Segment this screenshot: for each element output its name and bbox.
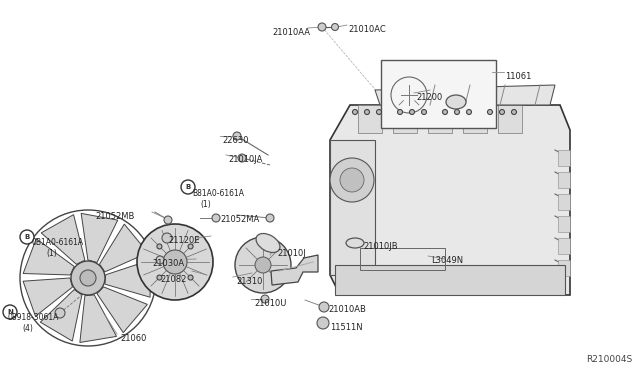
Polygon shape	[271, 255, 318, 285]
Text: 21052MA: 21052MA	[220, 215, 259, 224]
Circle shape	[80, 270, 96, 286]
Circle shape	[318, 23, 326, 31]
Bar	[558, 216, 570, 232]
Bar	[498, 105, 522, 133]
Circle shape	[488, 109, 493, 115]
Text: (1): (1)	[200, 200, 211, 209]
Text: B81A0-6161A: B81A0-6161A	[192, 189, 244, 198]
Text: 21120E: 21120E	[168, 236, 200, 245]
Circle shape	[188, 244, 193, 249]
Text: R210004S: R210004S	[586, 355, 632, 364]
Polygon shape	[105, 260, 150, 297]
Text: 11511N: 11511N	[330, 323, 363, 332]
Circle shape	[330, 158, 374, 202]
Circle shape	[235, 237, 291, 293]
Text: 21060: 21060	[120, 334, 147, 343]
Circle shape	[365, 109, 369, 115]
Polygon shape	[81, 214, 118, 262]
Bar	[330, 140, 375, 275]
Circle shape	[397, 109, 403, 115]
Circle shape	[233, 132, 241, 140]
Circle shape	[156, 256, 164, 264]
Text: 21052MB: 21052MB	[95, 212, 134, 221]
Bar	[558, 260, 570, 276]
Circle shape	[162, 233, 172, 243]
Text: 21010AB: 21010AB	[328, 305, 366, 314]
Polygon shape	[80, 295, 116, 343]
Ellipse shape	[446, 95, 466, 109]
Polygon shape	[99, 224, 148, 272]
Circle shape	[163, 250, 187, 274]
Circle shape	[181, 180, 195, 194]
Bar	[428, 105, 452, 133]
Text: 21200: 21200	[416, 93, 442, 102]
Circle shape	[212, 214, 220, 222]
Polygon shape	[23, 239, 74, 275]
Text: (1): (1)	[46, 249, 57, 258]
Bar	[558, 172, 570, 188]
Circle shape	[164, 216, 172, 224]
Circle shape	[454, 109, 460, 115]
Bar	[558, 194, 570, 210]
Polygon shape	[41, 215, 85, 264]
Polygon shape	[375, 85, 555, 105]
Circle shape	[238, 154, 246, 162]
Text: 21010JA: 21010JA	[228, 155, 262, 164]
Bar	[381, 60, 496, 128]
Text: L3049N: L3049N	[431, 256, 463, 265]
Text: B: B	[24, 234, 29, 240]
Circle shape	[255, 257, 271, 273]
Text: B: B	[186, 184, 191, 190]
Circle shape	[20, 230, 34, 244]
Text: 21010J: 21010J	[277, 249, 306, 258]
Circle shape	[3, 305, 17, 319]
Circle shape	[319, 302, 329, 312]
Polygon shape	[330, 105, 570, 295]
Text: 21010U: 21010U	[254, 299, 286, 308]
Text: N: N	[7, 309, 13, 315]
Circle shape	[410, 109, 415, 115]
Ellipse shape	[346, 238, 364, 248]
Circle shape	[261, 295, 269, 303]
Circle shape	[266, 214, 274, 222]
Polygon shape	[335, 265, 565, 295]
Polygon shape	[23, 278, 72, 316]
Ellipse shape	[256, 234, 280, 253]
Circle shape	[157, 244, 162, 249]
Bar	[463, 105, 487, 133]
Text: 11061: 11061	[505, 72, 531, 81]
Circle shape	[71, 261, 105, 295]
Polygon shape	[40, 289, 82, 341]
Text: 21082: 21082	[160, 275, 186, 284]
Circle shape	[376, 109, 381, 115]
Circle shape	[55, 308, 65, 318]
Circle shape	[467, 109, 472, 115]
Polygon shape	[97, 287, 147, 333]
Circle shape	[499, 109, 504, 115]
Text: 08918-3061A: 08918-3061A	[8, 313, 60, 322]
Text: 21010AA: 21010AA	[272, 28, 310, 37]
Text: 21010JB: 21010JB	[363, 242, 397, 251]
Text: 0B1A0-6161A: 0B1A0-6161A	[32, 238, 84, 247]
Bar	[558, 238, 570, 254]
Bar	[358, 105, 382, 133]
Text: 21030A: 21030A	[152, 259, 184, 268]
Circle shape	[137, 224, 213, 300]
Circle shape	[157, 275, 162, 280]
Text: 21010AC: 21010AC	[348, 25, 386, 34]
Text: 22630: 22630	[222, 136, 248, 145]
Circle shape	[340, 168, 364, 192]
Circle shape	[442, 109, 447, 115]
Circle shape	[188, 275, 193, 280]
Text: (4): (4)	[22, 324, 33, 333]
Circle shape	[317, 317, 329, 329]
Bar	[360, 248, 445, 270]
Circle shape	[422, 109, 426, 115]
Bar	[393, 105, 417, 133]
Text: 21310: 21310	[236, 277, 262, 286]
Circle shape	[353, 109, 358, 115]
Circle shape	[332, 23, 339, 31]
Circle shape	[511, 109, 516, 115]
Bar	[558, 150, 570, 166]
